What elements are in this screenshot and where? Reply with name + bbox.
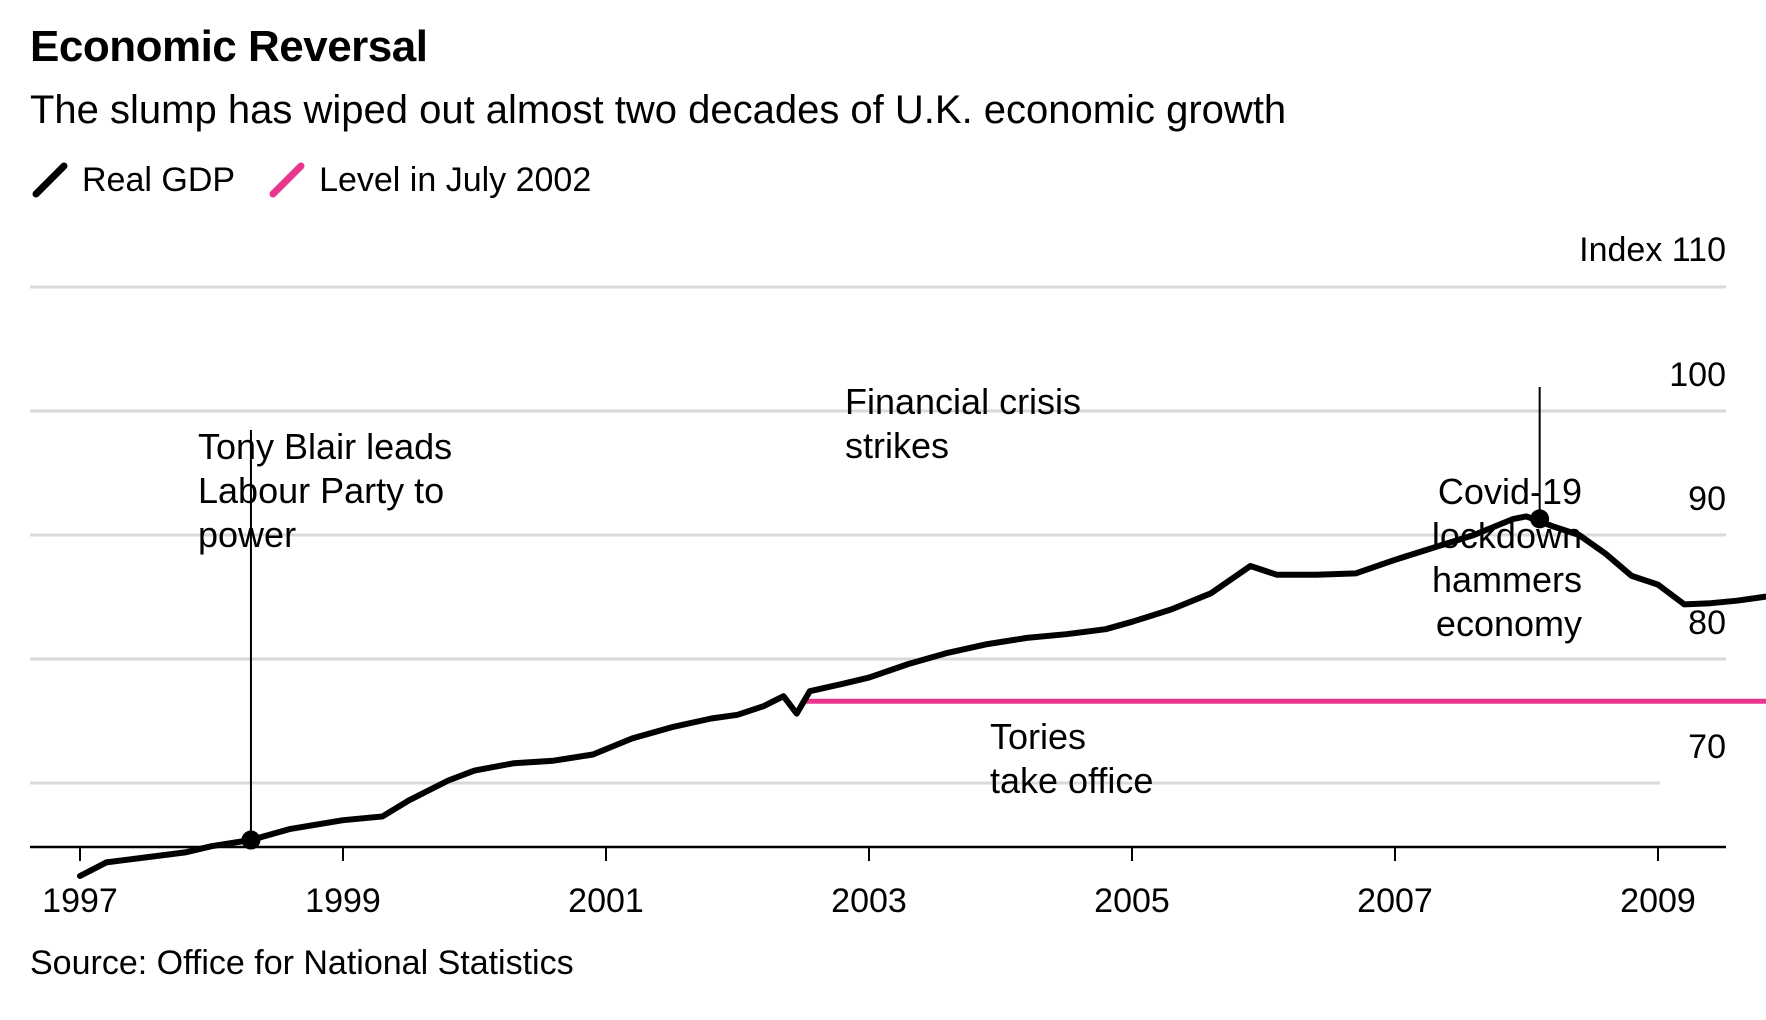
x-tick-label-2007: 2007 [1357,882,1433,920]
annotation-blair-line: power [198,514,296,555]
x-tick-label-1999: 1999 [305,882,381,920]
annotation-covid: Covid-19 lockdown hammers economy [1432,471,1582,644]
y-tick-label-100: 100 [1669,356,1726,394]
x-tick-label-2001: 2001 [568,882,644,920]
marker-financial-crisis [1530,509,1550,529]
annotation-tories: Tories take office [990,716,1153,801]
legend-swatch-july-2002-icon [269,162,305,198]
x-tick-label-2005: 2005 [1094,882,1170,920]
chart-subtitle: The slump has wiped out almost two decad… [30,88,1287,132]
annotation-covid-line: lockdown [1432,515,1582,556]
annotation-tories-line: Tories [990,716,1086,757]
legend-label-july-2002: Level in July 2002 [319,160,592,199]
series-line-real-gdp [77,513,1766,879]
legend-swatch-real-gdp-icon [32,162,68,198]
annotation-blair: Tony Blair leads Labour Party to power [198,426,452,555]
legend: Real GDP Level in July 2002 [30,160,623,200]
annotation-financial-crisis: Financial crisis strikes [845,381,1081,466]
x-tick-label-2003: 2003 [831,882,907,920]
legend-item-real-gdp: Real GDP [30,160,235,200]
annotation-covid-line: hammers [1432,559,1582,600]
y-tick-label-70: 70 [1688,728,1726,766]
x-tick-label-1997: 1997 [42,882,118,920]
annotation-blair-line: Labour Party to [198,470,444,511]
source-note: Source: Office for National Statistics [30,944,574,982]
annotation-financial-crisis-line: strikes [845,425,949,466]
annotation-blair-line: Tony Blair leads [198,426,452,467]
annotation-financial-crisis-line: Financial crisis [845,381,1081,422]
legend-label-real-gdp: Real GDP [82,160,236,199]
y-unit-label: Index 110 [1579,231,1726,269]
chart-title: Economic Reversal [30,22,428,71]
y-tick-label-90: 90 [1688,480,1726,518]
annotation-covid-line: Covid-19 [1438,471,1582,512]
annotation-covid-line: economy [1436,603,1582,644]
y-tick-label-80: 80 [1688,604,1726,642]
marker-blair [241,830,261,850]
x-tick-label-2009: 2009 [1620,882,1696,920]
annotation-tories-line: take office [990,760,1153,801]
legend-item-july-2002: Level in July 2002 [267,160,591,200]
